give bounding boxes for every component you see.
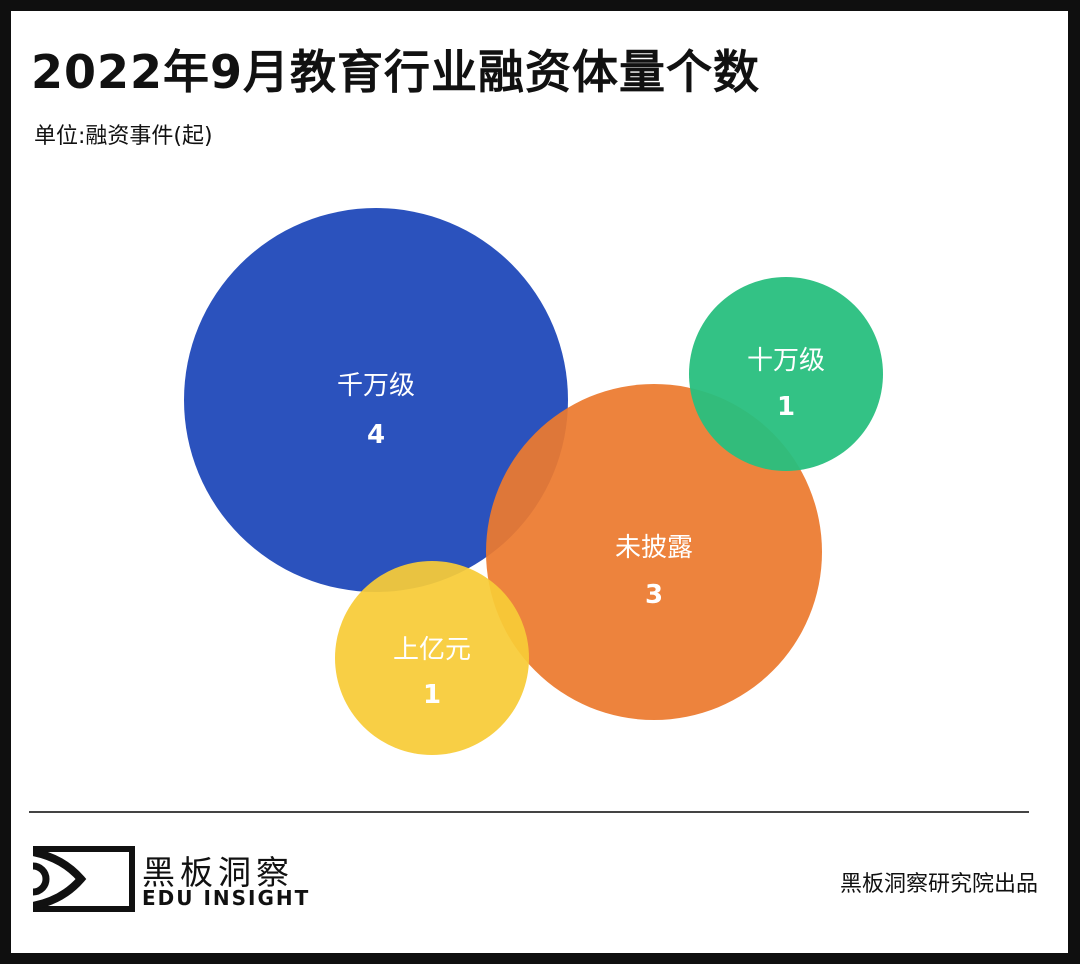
logo-wordmark-cn: 黑板洞察 <box>142 853 294 892</box>
bubble-label: 十万级 <box>747 346 825 376</box>
bubble-value: 1 <box>423 680 441 710</box>
chart-unit-label: 单位:融资事件(起) <box>34 124 213 149</box>
bubble-value: 4 <box>367 420 385 450</box>
logo-wordmark-en: EDU INSIGHT <box>142 886 311 910</box>
bubble-shangyiyuan <box>335 561 529 755</box>
footer-divider <box>29 811 1029 813</box>
eye-in-frame-icon <box>33 846 135 912</box>
bubble-label: 未披露 <box>615 533 693 563</box>
bubble-value: 3 <box>645 580 663 610</box>
bubble-value: 1 <box>777 392 795 422</box>
bubble-weipilu <box>486 384 822 720</box>
bubble-label: 上亿元 <box>393 635 471 665</box>
chart-title: 2022年9月教育行业融资体量个数 <box>31 45 761 99</box>
credit-text: 黑板洞察研究院出品 <box>839 872 1038 897</box>
bubble-shiwanji <box>689 277 883 471</box>
bubble-label: 千万级 <box>337 371 415 401</box>
bubble-qianwanji <box>184 208 568 592</box>
